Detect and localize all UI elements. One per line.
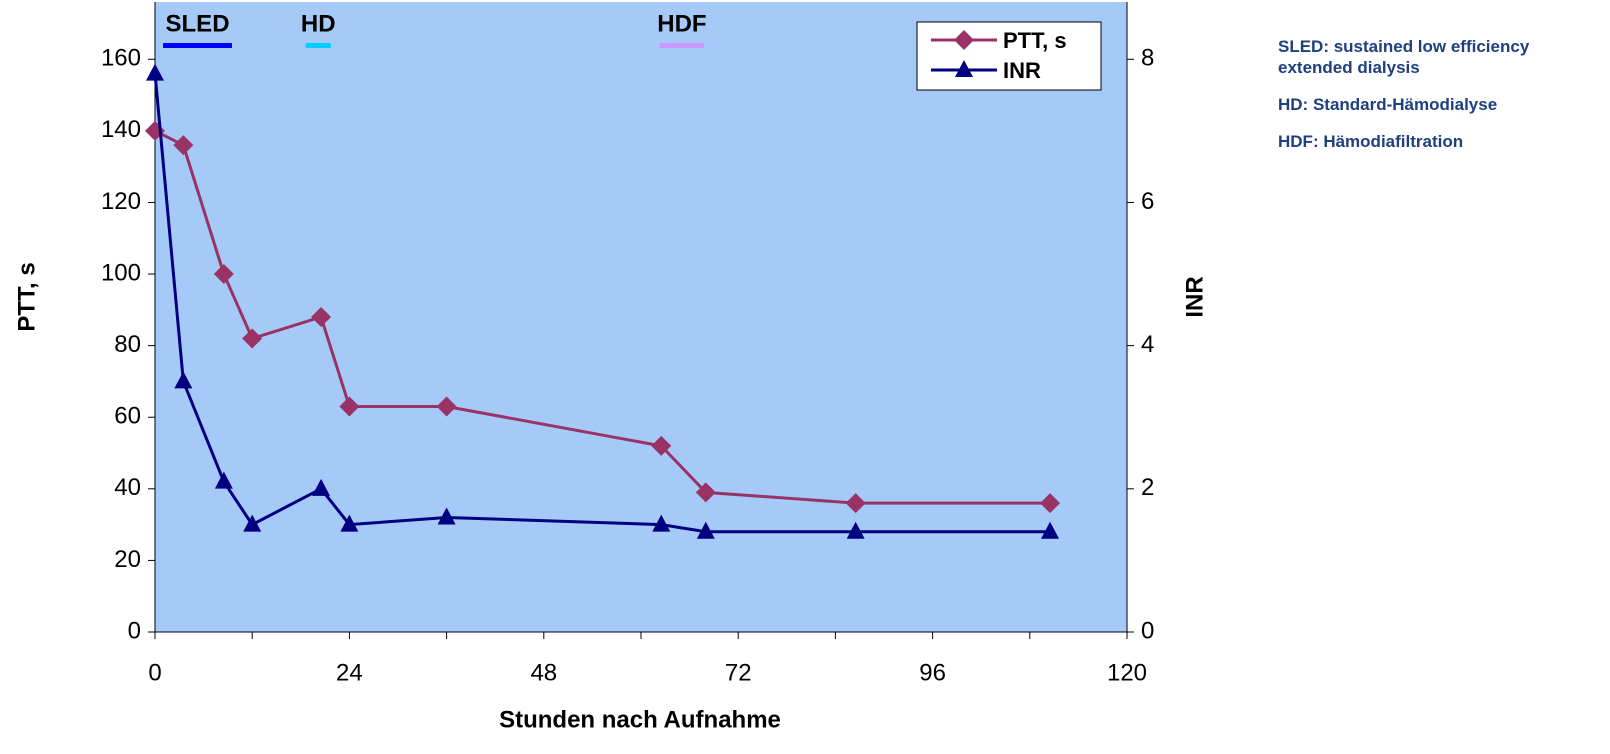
marker [1040,493,1061,514]
chart: Stunden nach Aufnahme PTT, s INR 0204060… [13,2,1208,733]
marker [437,507,456,525]
legend-marker [955,60,973,77]
marker [1041,521,1060,539]
annotation-bar [659,43,705,48]
x-tick-label: 48 [530,659,557,686]
y-tick-label: 60 [114,403,141,430]
y2-tick-label: 6 [1141,188,1154,215]
notes: SLED: sustained low efficiency extended … [1278,36,1568,168]
marker [845,493,866,514]
marker [651,435,672,456]
legend-label: PTT, s [1003,28,1067,53]
y2-tick-label: 2 [1141,474,1154,501]
marker [242,328,263,349]
legend: PTT, s INR [916,21,1102,91]
marker [243,514,262,532]
annotation-bar [305,43,331,48]
marker [214,471,233,489]
y-tick-label: 100 [101,259,141,286]
marker [174,371,193,389]
y-axis-title: PTT, s [13,262,40,331]
note: HD: Standard-Hämodialyse [1278,95,1498,114]
marker [339,396,360,417]
x-tick-label: 72 [725,659,752,686]
marker [312,478,331,496]
legend-label: INR [1003,58,1041,83]
legend-marker [954,30,974,50]
annotation-label: HDF [657,10,706,37]
y-tick-label: 80 [114,331,141,358]
y-tick-label: 20 [114,546,141,573]
x-tick-label: 0 [148,659,161,686]
marker [173,135,194,156]
annotation-bar [163,43,232,48]
y-tick-label: 0 [128,617,141,644]
annotation-label: HD [301,10,336,37]
x-tick-label: 96 [919,659,946,686]
x-tick-label: 24 [336,659,363,686]
marker [213,264,234,285]
marker [696,521,715,539]
x-tick-label: 120 [1107,659,1147,686]
marker [146,63,164,81]
marker [436,396,457,417]
y2-tick-label: 4 [1141,331,1154,358]
note: SLED: sustained low efficiency extended … [1278,37,1530,77]
y2-tick-label: 8 [1141,45,1154,72]
marker [846,521,865,539]
legend-box [916,21,1102,91]
plot-area [155,2,1127,632]
y2-axis-title: INR [1181,276,1208,317]
x-axis-title: Stunden nach Aufnahme [499,706,781,733]
marker [652,514,671,532]
marker [695,482,716,503]
y-tick-label: 160 [101,45,141,72]
marker [311,307,332,327]
marker [340,514,359,532]
y2-tick-label: 0 [1141,617,1154,644]
y-tick-label: 40 [114,474,141,501]
y-tick-label: 140 [101,116,141,143]
y-tick-label: 120 [101,188,141,215]
annotation-label: SLED [166,10,230,37]
note: HDF: Hämodiafiltration [1278,132,1464,151]
